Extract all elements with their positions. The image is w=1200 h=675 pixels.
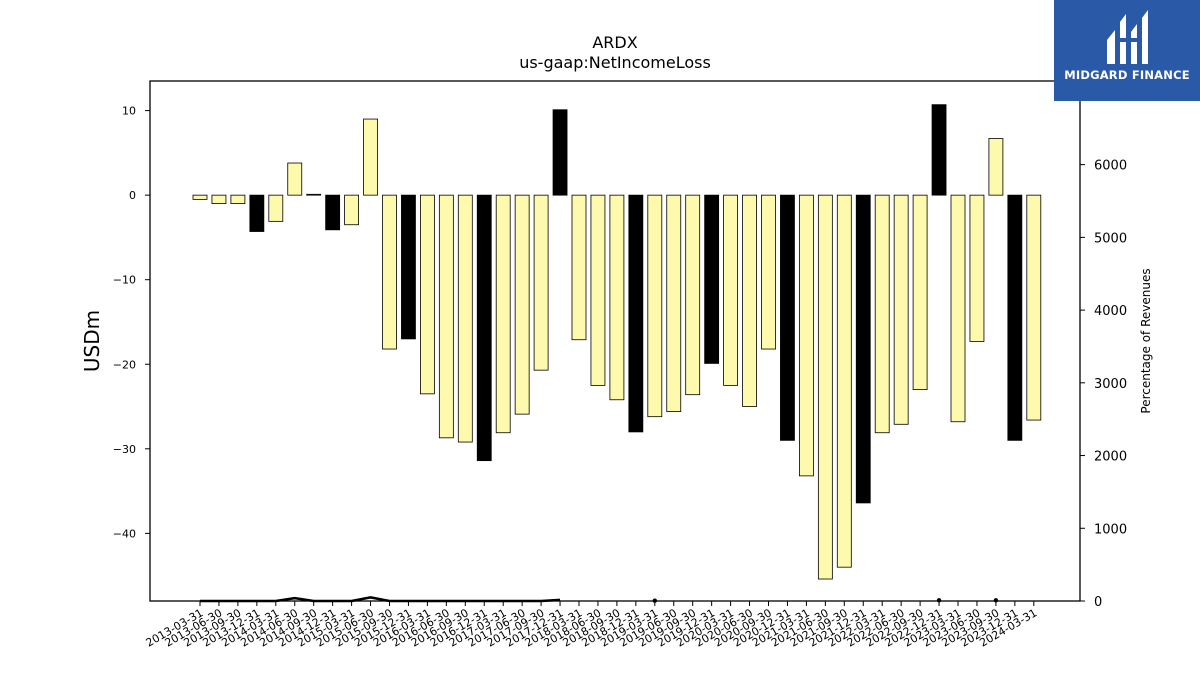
bar — [855, 194, 871, 504]
bar — [590, 194, 606, 386]
bar — [306, 193, 322, 196]
bar — [685, 194, 701, 396]
chart-title: ARDX — [592, 33, 637, 52]
bar — [780, 194, 795, 441]
y-tick-label: −30 — [113, 443, 136, 456]
y2-tick-label: 0 — [1094, 595, 1102, 610]
bar — [287, 162, 303, 196]
bar — [571, 194, 587, 341]
bar — [325, 194, 341, 231]
bar — [799, 194, 814, 477]
y2-tick-label: 2000 — [1094, 450, 1127, 465]
y-tick-label: 0 — [129, 189, 136, 202]
logo-text: MIDGARD FINANCE — [1064, 68, 1190, 82]
bar — [666, 194, 682, 413]
chart-subtitle: us-gaap:NetIncomeLoss — [519, 53, 711, 72]
revenue-pct-point — [993, 598, 999, 603]
y-tick-label: −40 — [113, 527, 136, 540]
bar — [912, 194, 928, 391]
bar — [817, 194, 833, 580]
bar — [211, 194, 227, 205]
bar — [836, 194, 852, 568]
bar — [1007, 194, 1023, 441]
bar — [363, 118, 378, 196]
y2-tick-label: 3000 — [1094, 377, 1127, 392]
bar — [495, 194, 511, 434]
y2-axis-label: Percentage of Revenues — [1139, 268, 1153, 413]
bar — [514, 194, 530, 415]
bar — [344, 194, 360, 226]
y-axis-label: USDm — [80, 310, 104, 372]
plot-frame — [149, 80, 1081, 602]
midgard-logo-icon — [1107, 10, 1148, 64]
y-tick-label: 10 — [122, 105, 136, 118]
bar — [268, 194, 284, 222]
brand-logo: MIDGARD FINANCE — [1054, 0, 1200, 101]
bar — [457, 194, 473, 443]
bar — [950, 194, 966, 423]
bar — [742, 194, 757, 407]
plot-area: 10 0 −10 −20 −30 −40 0 1000 2000 3000 4000 5000 6000… — [113, 104, 1127, 650]
bar — [647, 194, 663, 418]
bar — [382, 194, 397, 350]
bar — [988, 138, 1004, 196]
bar — [476, 194, 492, 462]
bar — [419, 194, 435, 395]
bar — [533, 194, 549, 371]
y-tick-label: −10 — [113, 274, 136, 287]
bar — [249, 194, 265, 232]
bar — [893, 194, 909, 425]
bar — [704, 194, 720, 364]
bar — [552, 109, 568, 196]
bar — [192, 194, 208, 200]
y2-tick-label: 4000 — [1094, 304, 1127, 319]
bar — [230, 194, 246, 205]
bar — [761, 194, 776, 350]
revenue-pct-point — [936, 598, 942, 603]
y2-tick-label: 6000 — [1094, 159, 1127, 174]
bar — [874, 194, 890, 434]
bar — [438, 194, 454, 439]
bar — [401, 194, 416, 340]
y2-tick-label: 5000 — [1094, 231, 1127, 246]
bar — [723, 194, 738, 386]
bar — [969, 194, 985, 342]
bar — [1026, 194, 1042, 421]
bar — [628, 194, 644, 433]
bar — [931, 104, 947, 196]
bar — [609, 194, 625, 401]
y2-tick-label: 1000 — [1094, 522, 1127, 537]
y-tick-label: −20 — [113, 358, 136, 371]
